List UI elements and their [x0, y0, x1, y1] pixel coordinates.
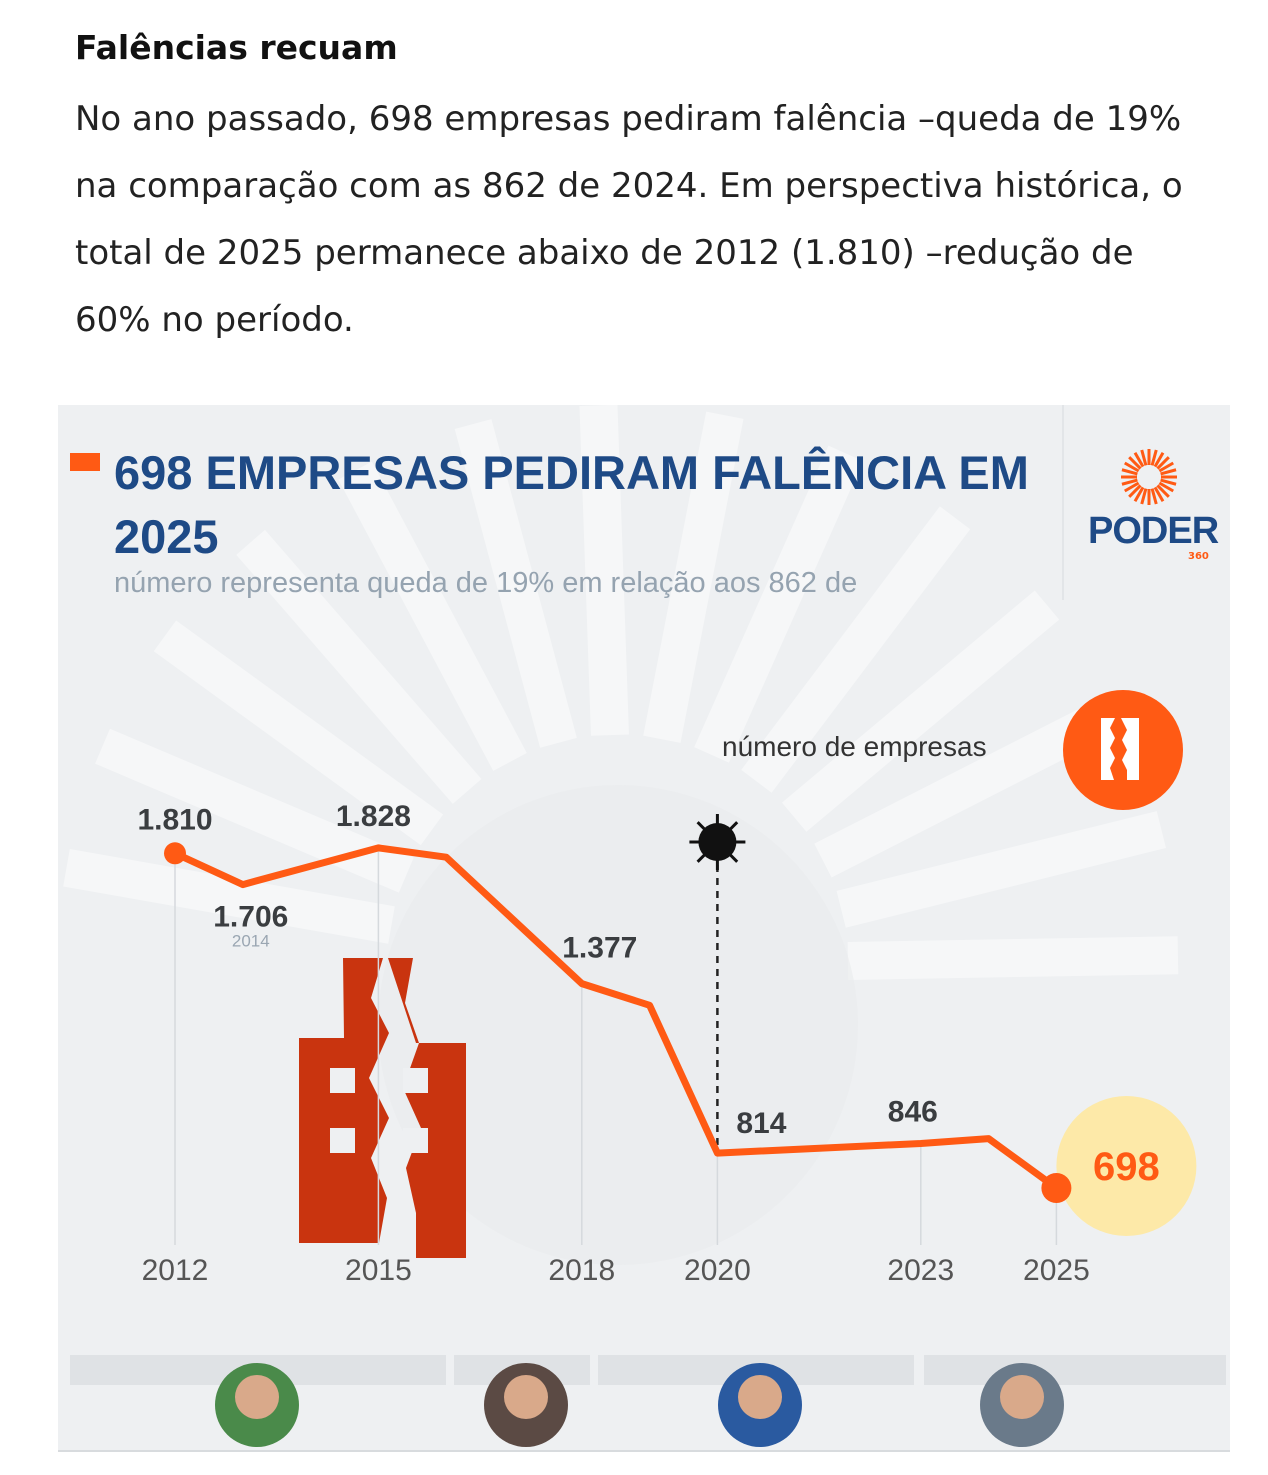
president-face — [504, 1375, 548, 1419]
article-body: No ano passado, 698 empresas pediram fal… — [75, 99, 1183, 340]
logo-ray — [1160, 478, 1177, 486]
data-label: 698 — [1093, 1145, 1160, 1189]
building-window — [330, 1128, 355, 1153]
logo-ray — [1140, 449, 1148, 466]
logo-ray — [1121, 478, 1138, 486]
data-label: 1.377 — [562, 932, 637, 965]
virus-body — [698, 823, 737, 861]
logo-ray — [1128, 456, 1142, 470]
legend-label: número de empresas — [722, 731, 987, 762]
end-point — [1041, 1173, 1072, 1203]
president-face — [235, 1375, 279, 1419]
x-tick-label: 2012 — [142, 1254, 209, 1287]
x-tick-label: 2015 — [345, 1254, 412, 1287]
background-ray — [454, 419, 577, 748]
start-point — [164, 842, 186, 865]
background-ray — [694, 445, 864, 763]
background-ray — [643, 411, 744, 743]
president-face — [738, 1375, 782, 1419]
logo-ray — [1133, 452, 1145, 468]
data-label: 846 — [888, 1095, 938, 1128]
x-tick-label: 2023 — [887, 1254, 954, 1287]
logo-ray — [1153, 486, 1165, 502]
logo-ray — [1158, 481, 1174, 493]
chart-subtitle: número representa queda de 19% em relaçã… — [114, 567, 858, 599]
logo-ray — [1153, 452, 1165, 468]
series-line — [173, 844, 1059, 1191]
logo-ray — [1150, 449, 1158, 466]
title-marker — [70, 453, 100, 471]
background-ray — [63, 849, 395, 944]
infographic: 698 EMPRESAS PEDIRAM FALÊNCIA EM 2025 nú… — [58, 405, 1230, 1452]
background-ray — [338, 461, 527, 771]
background-ray — [847, 936, 1179, 980]
data-label: 1.810 — [137, 803, 212, 836]
building-right-half — [388, 958, 466, 1258]
cracked-building-illustration — [299, 958, 466, 1258]
logo: PODER — [1088, 510, 1219, 552]
data-label: 1.706 — [213, 901, 288, 934]
logo-ray — [1121, 468, 1138, 476]
chart-title: 698 EMPRESAS PEDIRAM FALÊNCIA EM 2025 — [114, 446, 1029, 563]
logo-sun-icon — [1121, 449, 1177, 505]
virus-spike — [729, 853, 739, 863]
virus-spike — [729, 821, 739, 831]
logo-divider — [1062, 405, 1064, 600]
building-window — [403, 1068, 428, 1093]
logo-ray — [1128, 484, 1142, 498]
background-ray — [741, 506, 971, 793]
logo-ray — [1158, 461, 1174, 473]
virus-icon — [689, 814, 746, 870]
highlight-circle — [1056, 1096, 1197, 1236]
logo-ray — [1156, 456, 1170, 470]
background-ray — [836, 811, 1166, 928]
data-sublabel: 2014 — [232, 932, 270, 951]
background-ray — [153, 620, 444, 846]
logo-ray — [1133, 486, 1145, 502]
background-ray — [781, 590, 1060, 832]
legend-building-icon — [1063, 690, 1183, 810]
logo-ray — [1156, 484, 1170, 498]
virus-spike — [696, 853, 706, 863]
data-label: 1.828 — [336, 800, 411, 833]
background-ray — [236, 529, 482, 804]
data-label: 814 — [736, 1107, 786, 1140]
logo-ray — [1140, 488, 1148, 505]
logo-ray — [1160, 468, 1177, 476]
building-left-half — [299, 958, 389, 1243]
article-title: Falências recuam — [75, 28, 398, 67]
x-tick-label: 2020 — [684, 1254, 751, 1287]
term-bar — [924, 1355, 1226, 1385]
logo-sub: 360 — [1188, 551, 1209, 562]
building-window — [330, 1068, 355, 1093]
logo-ray — [1124, 481, 1140, 493]
x-tick-label: 2018 — [548, 1254, 615, 1287]
building-window — [403, 1128, 428, 1153]
logo-ray — [1124, 461, 1140, 473]
virus-spike — [696, 821, 706, 831]
background-ray — [579, 405, 629, 736]
logo-ray — [1150, 488, 1158, 505]
president-face — [1000, 1375, 1044, 1419]
x-tick-label: 2025 — [1023, 1254, 1090, 1287]
